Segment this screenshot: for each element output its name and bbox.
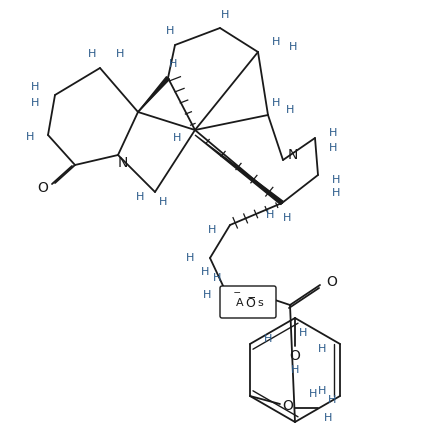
Text: H: H [208, 225, 216, 235]
Text: H: H [332, 175, 340, 185]
Text: H: H [186, 253, 194, 263]
Text: H: H [169, 59, 177, 69]
Text: O̅: O̅ [245, 297, 255, 309]
Text: H: H [286, 105, 294, 115]
Text: H: H [266, 210, 274, 220]
Text: H: H [31, 98, 39, 108]
Text: O: O [38, 181, 48, 195]
Text: H: H [324, 413, 332, 423]
Text: H: H [264, 334, 272, 344]
Text: H: H [272, 37, 280, 47]
Text: H: H [31, 82, 39, 92]
Text: H: H [291, 365, 299, 375]
Polygon shape [195, 135, 283, 205]
Text: H: H [88, 49, 96, 59]
Text: H: H [136, 192, 144, 202]
Text: H: H [116, 49, 124, 59]
Text: H: H [299, 328, 307, 338]
Text: H: H [289, 42, 297, 52]
Text: H: H [203, 290, 211, 300]
Text: O: O [290, 349, 300, 363]
Text: O: O [283, 399, 293, 413]
Polygon shape [138, 77, 170, 112]
Text: H: H [201, 267, 209, 277]
Text: H: H [221, 10, 229, 20]
Text: N: N [118, 156, 128, 170]
Text: H: H [329, 128, 337, 138]
Text: H: H [159, 197, 167, 207]
Text: H: H [166, 26, 174, 36]
Text: N: N [288, 148, 298, 162]
Text: A: A [236, 298, 244, 308]
Text: H: H [283, 213, 291, 223]
Text: H: H [318, 344, 326, 354]
FancyBboxPatch shape [220, 286, 276, 318]
Text: H: H [173, 133, 181, 143]
Text: O: O [326, 275, 338, 289]
Text: H: H [318, 386, 326, 396]
Text: s: s [257, 298, 263, 308]
Text: H: H [272, 98, 280, 108]
Text: H: H [332, 188, 340, 198]
Text: H: H [309, 389, 317, 399]
Text: H: H [26, 132, 34, 142]
Text: H: H [328, 395, 336, 405]
Text: H: H [329, 143, 337, 153]
Text: H: H [213, 273, 221, 283]
